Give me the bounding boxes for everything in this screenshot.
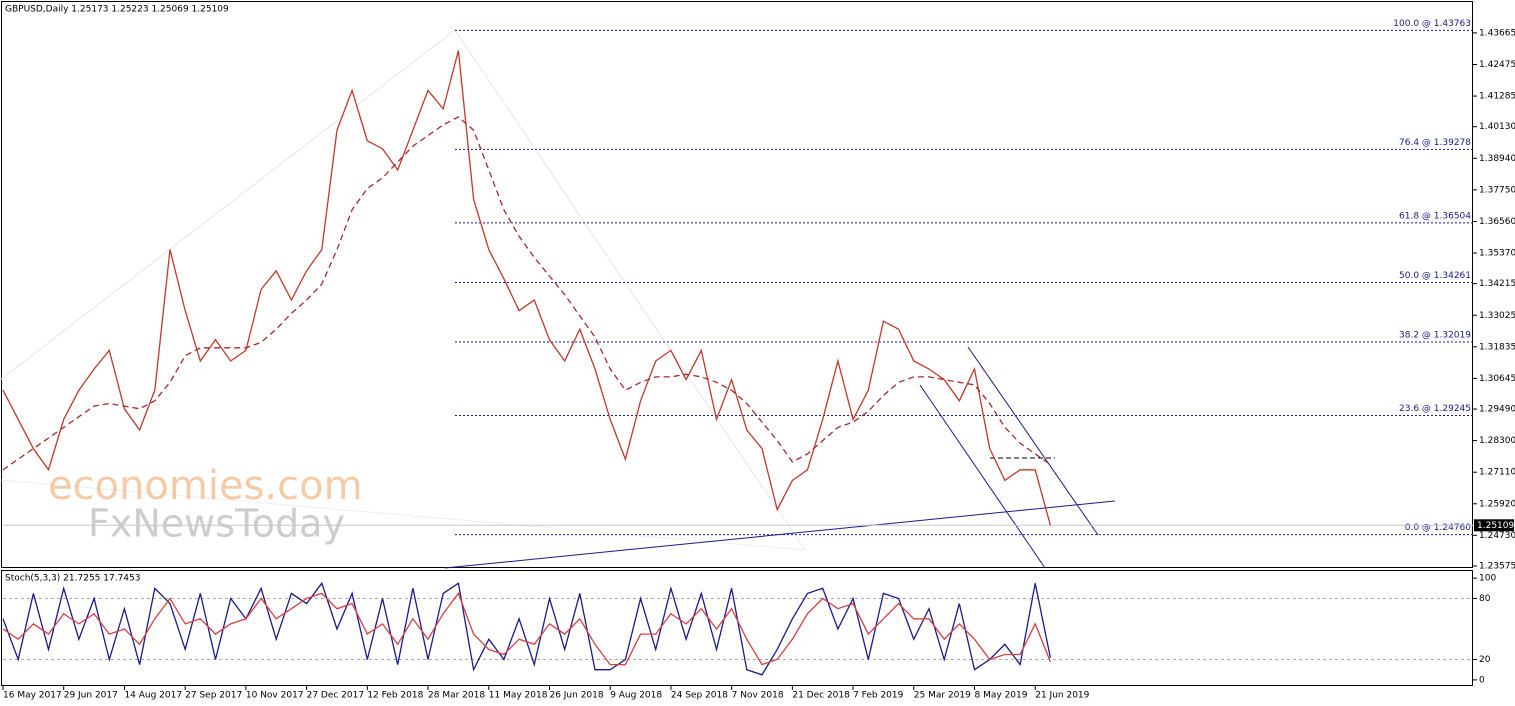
x-tick-label: 25 Mar 2019	[914, 691, 971, 701]
trend-guide	[454, 29, 806, 551]
chart-title: GBPUSD,Daily 1.25173 1.25223 1.25069 1.2…	[5, 5, 229, 15]
series-line	[2, 592, 1052, 666]
x-tick-label: 11 May 2018	[489, 691, 548, 701]
x-tick-label: 26 Jun 2018	[549, 691, 603, 701]
x-tick-label: 27 Dec 2017	[307, 691, 365, 701]
y-tick-label: 1.36560	[1479, 217, 1515, 227]
series-line	[2, 116, 1051, 471]
watermark: economies.com	[48, 463, 363, 509]
x-tick-label: 8 May 2019	[975, 691, 1028, 701]
x-tick-label: 21 Jun 2019	[1035, 691, 1089, 701]
y-tick-label: 1.29490	[1479, 405, 1515, 415]
x-tick-label: 24 Sep 2018	[671, 691, 728, 701]
fib-label: 76.4 @ 1.39278	[1399, 138, 1471, 148]
x-tick-label: 10 Nov 2017	[246, 691, 304, 701]
y-tick-label: 20	[1479, 655, 1491, 665]
y-tick-label: 1.42475	[1479, 60, 1515, 70]
y-tick-label: 1.31835	[1479, 342, 1515, 352]
y-tick-label: 1.33025	[1479, 311, 1515, 321]
fib-label: 38.2 @ 1.32019	[1399, 330, 1471, 340]
channel-line	[967, 346, 1099, 536]
fib-label: 23.6 @ 1.29245	[1399, 404, 1471, 414]
series-line	[2, 50, 1052, 526]
stoch-panel	[1, 570, 1473, 686]
x-tick-label: 12 Feb 2018	[367, 691, 423, 701]
x-tick-label: 28 Mar 2018	[428, 691, 485, 701]
y-tick-label: 1.35370	[1479, 249, 1515, 259]
fib-label: 100.0 @ 1.43763	[1393, 19, 1471, 29]
last-price-label: 1.25109	[1477, 521, 1514, 531]
watermark: FxNewsToday	[88, 502, 345, 546]
x-tick-label: 21 Dec 2018	[792, 691, 850, 701]
y-tick-label: 1.40130	[1479, 122, 1515, 132]
x-tick-label: 16 May 2017	[3, 691, 62, 701]
y-tick-label: 1.25920	[1479, 499, 1515, 509]
y-tick-label: 1.24730	[1479, 531, 1515, 541]
x-tick-label: 7 Nov 2018	[732, 691, 784, 701]
y-tick-label: 80	[1479, 594, 1491, 604]
y-tick-label: 1.34215	[1479, 279, 1515, 289]
x-tick-label: 7 Feb 2019	[853, 691, 904, 701]
x-tick-label: 29 Jun 2017	[64, 691, 118, 701]
y-tick-label: 0	[1479, 675, 1485, 685]
y-tick-label: 1.28300	[1479, 436, 1515, 446]
y-tick-label: 1.23575	[1479, 562, 1515, 572]
y-tick-label: 1.37750	[1479, 185, 1515, 195]
y-tick-label: 1.27110	[1479, 468, 1515, 478]
x-tick-label: 14 Aug 2017	[124, 691, 182, 701]
x-tick-label: 27 Sep 2017	[185, 691, 242, 701]
fib-label: 50.0 @ 1.34261	[1399, 271, 1471, 281]
trend-guide	[0, 479, 806, 551]
trend-guide	[0, 29, 456, 381]
x-tick-label: 9 Aug 2018	[610, 691, 662, 701]
last-price-box	[1474, 519, 1514, 532]
fib-label: 61.8 @ 1.36504	[1399, 211, 1471, 221]
main-panel	[1, 1, 1473, 568]
fib-label: 0.0 @ 1.24760	[1405, 523, 1472, 533]
y-tick-label: 1.30645	[1479, 374, 1515, 384]
y-tick-label: 100	[1479, 574, 1496, 584]
y-tick-label: 1.38940	[1479, 154, 1515, 164]
y-tick-label: 1.43665	[1479, 28, 1515, 38]
y-tick-label: 1.41285	[1479, 92, 1515, 102]
stoch-title: Stoch(5,3,3) 21.7255 17.7453	[5, 574, 140, 584]
